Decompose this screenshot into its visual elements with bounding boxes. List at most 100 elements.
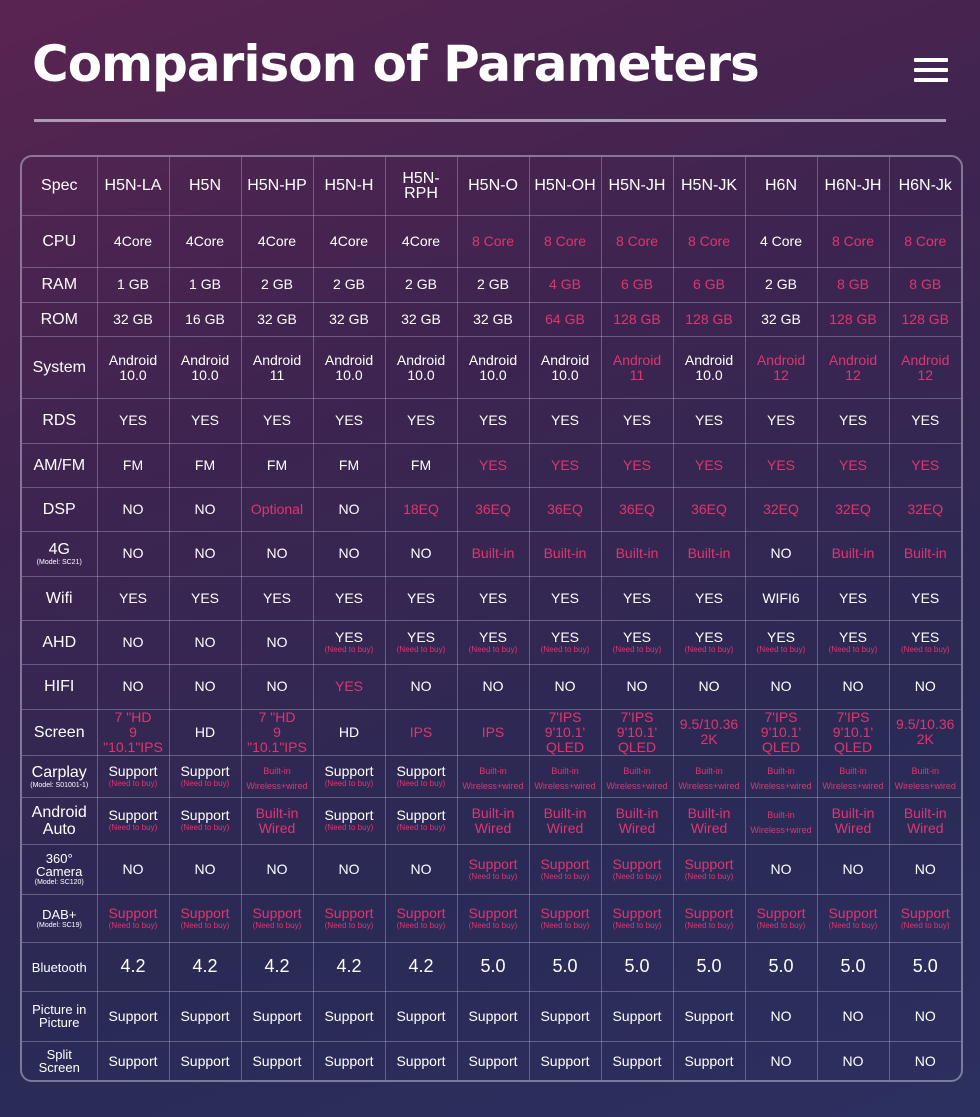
table-cell: 6 GB xyxy=(600,267,674,303)
table-cell: Support xyxy=(600,1041,674,1080)
table-cell: NO xyxy=(888,990,961,1043)
table-cell: 2 GB xyxy=(456,267,530,303)
table-cell: YES (Need to buy) xyxy=(744,619,818,666)
table-cell: Support xyxy=(312,1041,386,1080)
table-cell: Support xyxy=(240,1041,314,1080)
model-header: H5N-O xyxy=(456,157,530,216)
table-cell: Built-in Wireless+wired xyxy=(456,754,530,799)
table-row: DAB+ (Model: SC19) Support (Need to buy) Sup… xyxy=(22,893,961,944)
table-cell: NO xyxy=(528,664,602,710)
table-cell: Built-in xyxy=(600,531,674,577)
table-cell: YES xyxy=(168,398,242,444)
table-cell: YES xyxy=(528,575,602,621)
table-cell: 2 GB xyxy=(312,267,386,303)
table-cell: NO xyxy=(168,664,242,710)
table-cell: YES xyxy=(816,575,890,621)
table-cell: YES (Need to buy) xyxy=(816,619,890,666)
table-cell: Support (Need to buy) xyxy=(312,797,386,845)
table-cell: Built-in Wireless+wired xyxy=(600,754,674,799)
table-cell: 32EQ xyxy=(888,486,961,533)
table-cell: 32 GB xyxy=(456,301,530,337)
table-cell: Android 12 xyxy=(744,335,818,400)
row-label: AM/FM xyxy=(22,442,98,488)
table-cell: Support (Need to buy) xyxy=(456,893,530,944)
table-cell: YES (Need to buy) xyxy=(384,619,458,666)
model-header: H5N xyxy=(168,157,242,216)
table-cell: Android 12 xyxy=(816,335,890,400)
table-cell: 9.5/10.36 2K xyxy=(888,708,961,756)
table-row: Bluetooth 4.2 4.2 4.2 4.2 4.2 5.0 5.0 5.0 5.0 5.0 5… xyxy=(22,942,961,992)
table-cell: NO xyxy=(312,531,386,577)
table-cell: 8 Core xyxy=(816,214,890,269)
table-cell: Support (Need to buy) xyxy=(96,754,170,799)
table-cell: Built-in Wired xyxy=(456,797,530,845)
table-cell: Support (Need to buy) xyxy=(888,893,961,944)
table-cell: 1 GB xyxy=(96,267,170,303)
table-cell: 5.0 xyxy=(456,942,530,992)
model-header: H5N-JK xyxy=(672,157,746,216)
table-cell: YES xyxy=(672,442,746,488)
table-cell: 8 GB xyxy=(816,267,890,303)
table-cell: YES xyxy=(96,575,170,621)
table-cell: YES xyxy=(456,398,530,444)
table-cell: Support (Need to buy) xyxy=(96,797,170,845)
row-label: CPU xyxy=(22,214,98,269)
table-row: Android Auto Support (Need to buy) Support (N… xyxy=(22,797,961,845)
table-cell: 7'IPS 9'10.1' QLED xyxy=(744,708,818,756)
table-cell: 8 Core xyxy=(672,214,746,269)
row-label: RDS xyxy=(22,398,98,444)
table-cell: Support xyxy=(384,1041,458,1080)
table-cell: 128 GB xyxy=(672,301,746,337)
table-cell: NO xyxy=(744,1041,818,1080)
table-cell: 4Core xyxy=(384,214,458,269)
table-cell: 7'IPS 9'10.1' QLED xyxy=(528,708,602,756)
table-cell: NO xyxy=(168,843,242,895)
table-cell: 2 GB xyxy=(744,267,818,303)
table-row: 360° Camera (Model: SC120) NO NO NO NO NO Suppor… xyxy=(22,843,961,895)
table-cell: Support (Need to buy) xyxy=(528,893,602,944)
table-cell: Support (Need to buy) xyxy=(384,754,458,799)
table-cell: YES xyxy=(312,664,386,710)
table-cell: 32EQ xyxy=(816,486,890,533)
table-cell: YES xyxy=(816,398,890,444)
table-cell: Android 11 xyxy=(240,335,314,400)
table-cell: YES (Need to buy) xyxy=(528,619,602,666)
table-cell: Android 10.0 xyxy=(96,335,170,400)
table-cell: Android 10.0 xyxy=(528,335,602,400)
table-cell: 4 Core xyxy=(744,214,818,269)
table-cell: 32EQ xyxy=(744,486,818,533)
table-cell: WIFI6 xyxy=(744,575,818,621)
table-row: Spec H5N-LA H5N H5N-HP H5N-H H5N-RPH H5N-O H5N-… xyxy=(22,157,961,216)
table-cell: Support (Need to buy) xyxy=(528,843,602,895)
table-cell: 5.0 xyxy=(672,942,746,992)
table-cell: 128 GB xyxy=(816,301,890,337)
table-cell: FM xyxy=(96,442,170,488)
table-cell: Built-in xyxy=(672,531,746,577)
table-cell: Android 10.0 xyxy=(672,335,746,400)
table-cell: 32 GB xyxy=(744,301,818,337)
table-cell: YES (Need to buy) xyxy=(312,619,386,666)
table-cell: Support xyxy=(168,990,242,1043)
table-cell: NO xyxy=(816,990,890,1043)
table-cell: YES (Need to buy) xyxy=(456,619,530,666)
table-cell: Built-in Wireless+wired xyxy=(240,754,314,799)
title-divider xyxy=(34,119,946,122)
table-cell: YES xyxy=(528,442,602,488)
table-cell: 5.0 xyxy=(600,942,674,992)
table-cell: FM xyxy=(168,442,242,488)
table-row: AM/FM FM FM FM FM FM YES YES YES YES YES YES YES xyxy=(22,442,961,488)
table-cell: NO xyxy=(384,531,458,577)
table-cell: NO xyxy=(744,843,818,895)
table-cell: Support (Need to buy) xyxy=(240,893,314,944)
table-cell: Support (Need to buy) xyxy=(600,843,674,895)
table-cell: 128 GB xyxy=(600,301,674,337)
table-cell: YES (Need to buy) xyxy=(888,619,961,666)
hamburger-menu-icon[interactable] xyxy=(914,58,948,86)
model-header: H5N-LA xyxy=(96,157,170,216)
table-cell: Support (Need to buy) xyxy=(168,797,242,845)
table-cell: IPS xyxy=(384,708,458,756)
table-cell: 4.2 xyxy=(240,942,314,992)
table-row: RDS YES YES YES YES YES YES YES YES YES YES YES YES xyxy=(22,398,961,444)
table-cell: YES xyxy=(888,575,961,621)
table-cell: YES xyxy=(456,575,530,621)
